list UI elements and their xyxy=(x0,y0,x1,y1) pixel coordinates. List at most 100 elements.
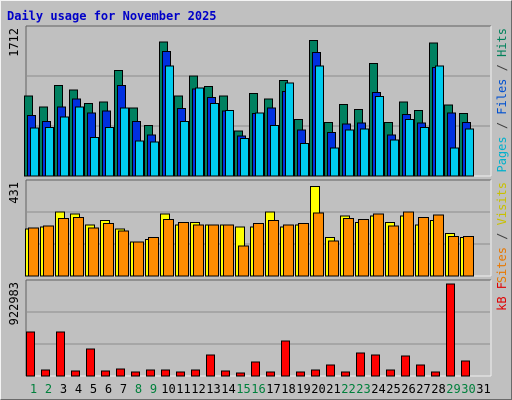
x-tick-label-day-24: 24 xyxy=(371,382,385,396)
bar-pages-day-5 xyxy=(90,137,99,177)
bar-sites-day-5 xyxy=(88,227,99,277)
axis-label-part: Pages xyxy=(495,136,509,172)
axis-label-part: Hits xyxy=(495,28,509,57)
bar-kb-f-day-15 xyxy=(236,372,245,377)
bar-pages-day-6 xyxy=(105,126,114,177)
bar-kb-f-day-29 xyxy=(446,283,455,377)
bar-pages-day-4 xyxy=(75,106,84,177)
axis-label-part: kB F xyxy=(495,282,509,311)
bar-sites-day-4 xyxy=(73,216,84,277)
bar-sites-day-22 xyxy=(343,217,354,277)
bar-pages-day-14 xyxy=(225,109,234,177)
bar-pages-day-26 xyxy=(405,119,414,177)
bar-kb-f-day-22 xyxy=(341,371,350,377)
bar-sites-day-20 xyxy=(313,212,324,277)
x-tick-label-day-28: 28 xyxy=(431,382,445,396)
bar-sites-day-27 xyxy=(418,216,429,277)
bar-pages-day-2 xyxy=(45,126,54,177)
bar-pages-day-17 xyxy=(270,125,279,177)
axis-label-part: / xyxy=(495,115,509,137)
bar-pages-day-10 xyxy=(165,65,174,177)
bar-sites-day-6 xyxy=(103,223,114,277)
bar-kb-f-day-24 xyxy=(371,354,380,377)
x-tick-label-day-22: 22 xyxy=(341,382,355,396)
bar-pages-day-20 xyxy=(315,65,324,177)
bar-sites-day-9 xyxy=(148,237,159,277)
x-tick-label-day-16: 16 xyxy=(251,382,265,396)
bar-kb-f-day-26 xyxy=(401,355,410,377)
bar-sites-day-23 xyxy=(358,218,369,277)
x-tick-label-day-6: 6 xyxy=(105,382,112,396)
axis-label-part: / xyxy=(495,225,509,247)
bar-pages-day-19 xyxy=(300,143,309,177)
bar-kb-f-day-8 xyxy=(131,371,140,377)
bar-sites-day-26 xyxy=(403,211,414,277)
x-tick-label-day-23: 23 xyxy=(356,382,370,396)
bar-sites-day-7 xyxy=(118,230,129,277)
bar-sites-day-24 xyxy=(373,213,384,277)
x-tick-label-day-4: 4 xyxy=(75,382,82,396)
axis-label-part: Files xyxy=(495,79,509,115)
bar-kb-f-day-9 xyxy=(146,369,155,377)
bar-sites-day-2 xyxy=(43,225,54,277)
x-tick-label-day-1: 1 xyxy=(30,382,37,396)
bar-sites-day-1 xyxy=(28,227,39,277)
bar-sites-day-25 xyxy=(388,225,399,277)
x-tick-label-day-20: 20 xyxy=(311,382,325,396)
x-tick-label-day-29: 29 xyxy=(446,382,460,396)
bar-pages-day-3 xyxy=(60,116,69,177)
bar-sites-day-29 xyxy=(448,236,459,277)
bar-kb-f-day-19 xyxy=(296,371,305,377)
bar-sites-day-11 xyxy=(178,222,189,277)
bar-kb-f-day-2 xyxy=(41,369,50,377)
bar-pages-day-1 xyxy=(30,127,39,177)
x-tick-label-day-7: 7 xyxy=(120,382,127,396)
bar-kb-f-day-25 xyxy=(386,369,395,377)
bar-kb-f-day-18 xyxy=(281,340,290,377)
bar-kb-f-day-6 xyxy=(101,370,110,377)
bar-pages-day-27 xyxy=(420,126,429,177)
bar-sites-day-10 xyxy=(163,218,174,277)
x-tick-label-day-11: 11 xyxy=(176,382,190,396)
panel-hits: 1712 Pages / Files / Hits xyxy=(7,25,509,177)
bar-sites-day-21 xyxy=(328,240,339,277)
bar-kb-f-day-10 xyxy=(161,369,170,377)
bar-kb-f-day-17 xyxy=(266,371,275,377)
bar-pages-day-7 xyxy=(120,107,129,177)
bar-kb-f-day-12 xyxy=(191,369,200,377)
bar-pages-day-16 xyxy=(255,112,264,177)
bar-kb-f-day-21 xyxy=(326,364,335,377)
bar-kb-f-day-1 xyxy=(26,331,35,377)
plot-area-kb xyxy=(26,280,491,376)
x-tick-label-day-2: 2 xyxy=(45,382,52,396)
x-tick-label-day-30: 30 xyxy=(461,382,475,396)
x-tick-label-day-31: 31 xyxy=(476,382,490,396)
bar-kb-f-day-16 xyxy=(251,361,260,377)
bar-sites-day-30 xyxy=(463,236,474,277)
bar-kb-f-day-13 xyxy=(206,354,215,377)
bar-sites-day-17 xyxy=(268,220,279,277)
bar-pages-day-24 xyxy=(375,96,384,177)
x-tick-label-day-18: 18 xyxy=(281,382,295,396)
axis-label-kb: kB F xyxy=(495,282,509,311)
x-tick-label-day-9: 9 xyxy=(150,382,157,396)
bar-pages-day-30 xyxy=(465,128,474,177)
bar-kb-f-day-14 xyxy=(221,370,230,377)
x-tick-label-day-17: 17 xyxy=(266,382,280,396)
bar-pages-day-22 xyxy=(345,129,354,177)
max-label-hits: 1712 xyxy=(7,28,21,57)
bar-sites-day-12 xyxy=(193,224,204,277)
x-tick-label-day-25: 25 xyxy=(386,382,400,396)
bar-pages-day-15 xyxy=(240,137,249,177)
bar-kb-f-day-3 xyxy=(56,331,65,377)
bar-pages-day-23 xyxy=(360,128,369,177)
x-tick-label-day-26: 26 xyxy=(401,382,415,396)
panel-kb: 922983 kB F xyxy=(7,279,509,377)
x-tick-label-day-3: 3 xyxy=(60,382,67,396)
x-tick-label-day-21: 21 xyxy=(326,382,340,396)
bar-sites-day-28 xyxy=(433,214,444,277)
bar-pages-day-8 xyxy=(135,140,144,177)
bar-kb-f-day-7 xyxy=(116,368,125,377)
x-tick-label-day-12: 12 xyxy=(191,382,205,396)
